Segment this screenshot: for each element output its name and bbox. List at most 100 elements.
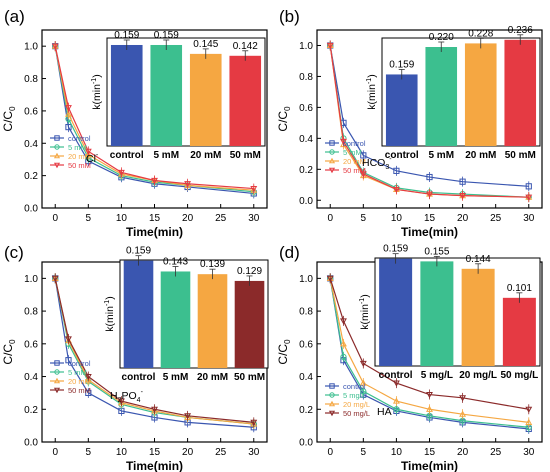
ion-label: HCO3- xyxy=(362,156,392,171)
x-axis-label: Time(min) xyxy=(126,225,183,239)
bar-value-label: 0.159 xyxy=(126,246,151,257)
panel-label: (a) xyxy=(4,7,25,26)
y-tick-label: 1.0 xyxy=(299,274,313,285)
data-point xyxy=(328,167,336,174)
x-tick-label: 30 xyxy=(523,447,535,458)
data-point xyxy=(426,391,433,399)
y-tick-label: 0.6 xyxy=(299,339,313,350)
bar xyxy=(160,271,191,368)
y-tick-label: 0.8 xyxy=(299,72,313,83)
x-tick-label: 10 xyxy=(391,447,403,458)
data-point xyxy=(51,43,59,50)
x-tick-label: 10 xyxy=(116,213,128,224)
data-point xyxy=(54,360,60,366)
data-point xyxy=(459,395,467,402)
data-point xyxy=(84,376,92,383)
bar-category-label: 50 mM xyxy=(234,372,265,383)
data-point xyxy=(54,135,60,141)
bar-category-label: control xyxy=(110,150,144,161)
data-point xyxy=(54,144,60,150)
y-tick-label: 0.2 xyxy=(299,405,313,416)
legend-label: 50 mM xyxy=(68,386,91,395)
y-tick-label: 0.8 xyxy=(24,307,38,318)
bar-value-label: 0.145 xyxy=(193,39,218,50)
data-point xyxy=(53,162,61,169)
bar xyxy=(504,39,537,146)
bar-category-label: 50 mg/L xyxy=(500,370,538,381)
bar-category-label: 20 mM xyxy=(197,372,228,383)
x-tick-label: 15 xyxy=(149,213,161,224)
y-tick-label: 0.4 xyxy=(24,139,38,150)
panel-label: (b) xyxy=(279,7,300,26)
data-point xyxy=(459,410,467,417)
bar-category-label: 5 mM xyxy=(153,150,179,161)
legend-label: control xyxy=(68,359,91,368)
y-tick-label: 1.0 xyxy=(24,42,38,53)
y-tick-label: 0.4 xyxy=(299,372,313,383)
bar xyxy=(425,47,458,146)
data-point xyxy=(250,419,258,426)
x-tick-label: 5 xyxy=(361,447,367,458)
data-point xyxy=(340,318,347,325)
y-tick-label: 0.2 xyxy=(299,165,313,176)
legend-label: control xyxy=(68,134,91,143)
x-tick-label: 10 xyxy=(116,447,128,458)
chart-panel: (a) 0 5 10 15 20 25 30 0.0 0.2 0.4 0.6 0.8 1.0 Time(mi… xyxy=(1,7,268,239)
chart-panel: (b) 0 5 10 15 20 25 30 0.0 0.2 0.4 0.6 0.8 1.0 Time(mi… xyxy=(276,7,543,239)
y-tick-label: 0.2 xyxy=(24,405,38,416)
x-tick-label: 25 xyxy=(215,447,227,458)
inset-y-axis-label: k(min-1) xyxy=(366,74,378,109)
x-tick-label: 20 xyxy=(457,213,469,224)
data-point xyxy=(84,373,92,381)
y-tick-label: 0.6 xyxy=(24,339,38,350)
bar-value-label: 0.101 xyxy=(507,283,532,294)
bar-value-label: 0.144 xyxy=(466,254,491,265)
panel-label: (c) xyxy=(4,243,24,262)
bar-category-label: control xyxy=(122,372,156,383)
bar-category-label: control xyxy=(385,150,419,161)
bar xyxy=(229,55,262,146)
data-point xyxy=(326,275,334,282)
y-axis-label: C/C0 xyxy=(1,339,17,365)
bar xyxy=(464,43,497,146)
y-tick-label: 0.0 xyxy=(24,204,38,215)
x-tick-label: 5 xyxy=(86,213,92,224)
series xyxy=(51,273,258,428)
panel-label: (d) xyxy=(279,243,300,262)
data-point xyxy=(326,42,334,50)
inset-bar-chart: 0.159 control 0.155 5 mg/L 0.144 20 mg/L 0.101… xyxy=(359,244,541,381)
inset-bar-chart: 0.159 control 0.143 5 mM 0.139 20 mM 0.129 50 m… xyxy=(104,246,269,383)
bar-value-label: 0.159 xyxy=(383,244,408,255)
data-point xyxy=(65,357,72,364)
data-point xyxy=(360,388,367,395)
x-tick-label: 15 xyxy=(424,213,436,224)
bar-category-label: 50 mM xyxy=(230,150,261,161)
y-tick-label: 0.8 xyxy=(299,307,313,318)
data-point xyxy=(151,406,158,413)
x-tick-label: 5 xyxy=(86,447,92,458)
data-point xyxy=(459,193,467,200)
x-tick-label: 0 xyxy=(52,447,58,458)
data-point xyxy=(340,138,347,146)
bar xyxy=(110,44,143,146)
data-point xyxy=(329,140,335,146)
bar xyxy=(123,260,154,368)
y-axis-label: C/C0 xyxy=(276,106,292,132)
x-tick-label: 0 xyxy=(327,447,333,458)
chart-panel: (c) 0 5 10 15 20 25 30 0.0 0.2 0.4 0.6 0.8 1.0 Time(mi… xyxy=(1,243,269,472)
legend-label: 5 mM xyxy=(68,368,87,377)
data-point xyxy=(392,380,400,387)
data-point xyxy=(392,397,400,404)
y-tick-label: 0.6 xyxy=(24,106,38,117)
ion-label: H2PO4- xyxy=(110,389,144,404)
x-tick-label: 20 xyxy=(457,447,469,458)
legend-label: 50 mg/L xyxy=(343,409,370,418)
data-point xyxy=(117,169,125,177)
y-tick-label: 0.0 xyxy=(299,438,313,449)
x-tick-label: 5 xyxy=(361,213,367,224)
data-point xyxy=(525,418,533,425)
data-point xyxy=(117,398,125,405)
